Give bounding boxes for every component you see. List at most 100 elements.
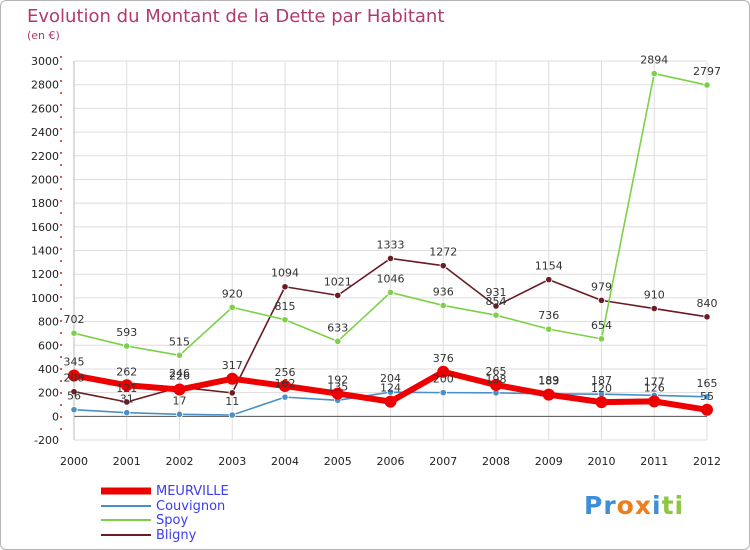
data-label: 204 <box>380 372 401 385</box>
data-point <box>70 329 78 337</box>
data-label: 189 <box>538 374 559 387</box>
logo-letter: i <box>674 491 685 520</box>
data-point <box>384 395 397 408</box>
chart-title: Evolution du Montant de la Dette par Hab… <box>27 6 445 27</box>
x-tick-label: 2011 <box>640 455 668 468</box>
data-point <box>439 389 447 397</box>
logo-letter: o <box>616 491 635 520</box>
data-point <box>279 379 291 392</box>
data-point <box>120 379 133 392</box>
y-tick-label: 1400 <box>31 245 59 258</box>
data-point <box>281 393 289 401</box>
data-point <box>492 302 500 310</box>
data-point <box>228 411 236 419</box>
proxiti-logo: Proxiti <box>584 491 684 520</box>
x-tick-label: 2007 <box>429 455 457 468</box>
data-point <box>123 409 131 417</box>
data-label: 654 <box>591 319 612 332</box>
data-label: 162 <box>275 377 296 390</box>
data-point <box>386 388 395 396</box>
data-label: 17 <box>173 394 187 407</box>
data-point <box>703 81 711 89</box>
legend-label: Bligny <box>156 528 197 543</box>
data-point <box>281 316 289 324</box>
x-tick-label: 2000 <box>60 455 88 468</box>
data-point <box>650 69 658 78</box>
data-label: 31 <box>120 393 134 406</box>
data-label: 376 <box>433 352 454 365</box>
data-point <box>439 262 447 270</box>
data-label: 187 <box>591 374 612 387</box>
data-point <box>545 325 553 333</box>
data-point <box>70 406 78 414</box>
data-point <box>703 393 711 401</box>
series-lines <box>68 69 713 419</box>
data-point <box>123 398 131 406</box>
data-point <box>701 403 713 416</box>
data-label: 1021 <box>324 275 352 288</box>
data-label: 345 <box>64 355 85 368</box>
data-label: 124 <box>380 382 401 395</box>
x-tick-label: 2008 <box>482 455 510 468</box>
y-tick-label: 1000 <box>31 292 59 305</box>
data-point <box>703 313 711 321</box>
y-tick-label: 2200 <box>31 150 59 163</box>
x-tick-label: 2009 <box>535 455 563 468</box>
legend-label: Spoy <box>156 513 188 528</box>
data-point <box>173 383 186 396</box>
data-label: 1272 <box>429 246 457 259</box>
data-label: 910 <box>644 289 665 302</box>
data-label: 120 <box>591 382 612 395</box>
data-point <box>595 396 608 409</box>
y-tick-label: 3000 <box>31 55 59 68</box>
data-label: 246 <box>169 367 190 380</box>
data-label: 1094 <box>271 267 299 280</box>
y-tick-label: 600 <box>38 339 59 352</box>
data-label: 192 <box>327 374 348 387</box>
data-point <box>542 388 555 401</box>
data-point <box>492 311 500 319</box>
data-point <box>175 351 184 359</box>
data-point <box>648 395 661 408</box>
data-label: 1046 <box>377 272 405 285</box>
y-tick-label: 1800 <box>31 197 59 210</box>
data-label: 177 <box>644 375 665 388</box>
data-label: 208 <box>64 372 85 385</box>
data-point <box>490 378 502 391</box>
data-label: 11 <box>225 395 239 408</box>
data-point <box>228 389 236 397</box>
data-label: 1333 <box>377 238 405 251</box>
data-label: 815 <box>275 300 296 313</box>
data-label: 736 <box>538 309 559 322</box>
data-label: 931 <box>486 286 507 299</box>
y-tick-label: -200 <box>34 434 59 447</box>
x-tick-label: 2002 <box>166 455 194 468</box>
data-point <box>650 304 658 313</box>
data-point <box>228 303 236 311</box>
data-point <box>70 388 78 396</box>
data-point <box>334 291 342 299</box>
data-point <box>386 254 395 263</box>
y-tick-label: 400 <box>38 363 59 376</box>
data-point <box>439 301 447 310</box>
data-label: 936 <box>433 285 454 298</box>
data-label: 256 <box>275 366 296 379</box>
data-point <box>331 387 344 400</box>
y-tick-label: 200 <box>38 387 59 400</box>
logo-letter: i <box>652 491 662 520</box>
data-label: 633 <box>327 321 348 334</box>
data-point <box>175 410 184 418</box>
data-point <box>334 337 342 345</box>
data-label: 515 <box>169 335 190 348</box>
x-tick-label: 2003 <box>218 455 246 468</box>
x-tick-label: 2001 <box>113 455 141 468</box>
data-label: 702 <box>64 313 85 326</box>
data-point <box>68 369 80 382</box>
y-tick-label: 2400 <box>31 126 59 139</box>
x-tick-label: 2005 <box>324 455 352 468</box>
data-label: 2894 <box>640 54 668 67</box>
y-tick-label: 1600 <box>31 221 59 234</box>
data-point <box>545 276 553 284</box>
chart-subtitle: (en €) <box>27 29 60 42</box>
